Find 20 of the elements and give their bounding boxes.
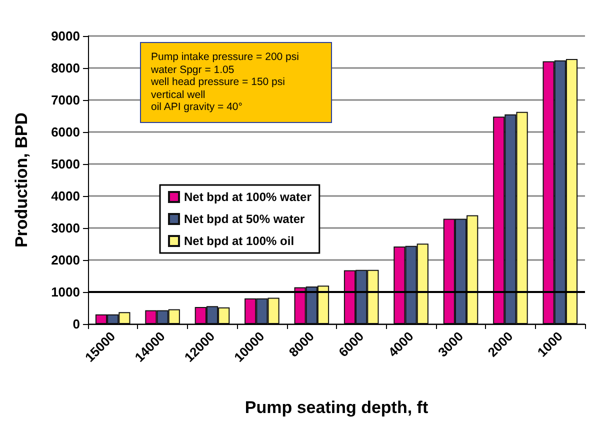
legend-label: Net bpd at 100% water [184,190,312,204]
y-tick-label: 3000 [51,220,80,236]
x-axis-title: Pump seating depth, ft [244,398,428,417]
annotation: water Spgr = 1.05 [151,64,236,76]
y-tick-label: 0 [72,316,80,332]
y-tick-label: 8000 [51,60,80,76]
legend-label: Net bpd at 50% water [184,212,306,226]
annotation: well head pressure = 150 psi [151,76,286,88]
annotation: vertical well [151,88,206,101]
y-tick-label: 6000 [51,124,80,140]
y-tick-label: 5000 [51,156,80,172]
y-tick-label: 9000 [51,28,80,44]
y-tick-label: 7000 [51,92,80,108]
y-axis-title: Production, BPD [12,112,31,248]
annotation: Pump intake pressure = 200 psi [151,51,300,64]
y-tick-label: 4000 [51,188,80,204]
legend-label: Net bpd at 100% oil [184,234,294,248]
y-tick-label: 2000 [51,252,80,268]
annotation: oil API gravity = 40° [151,101,244,114]
y-tick-label: 1000 [51,284,80,300]
